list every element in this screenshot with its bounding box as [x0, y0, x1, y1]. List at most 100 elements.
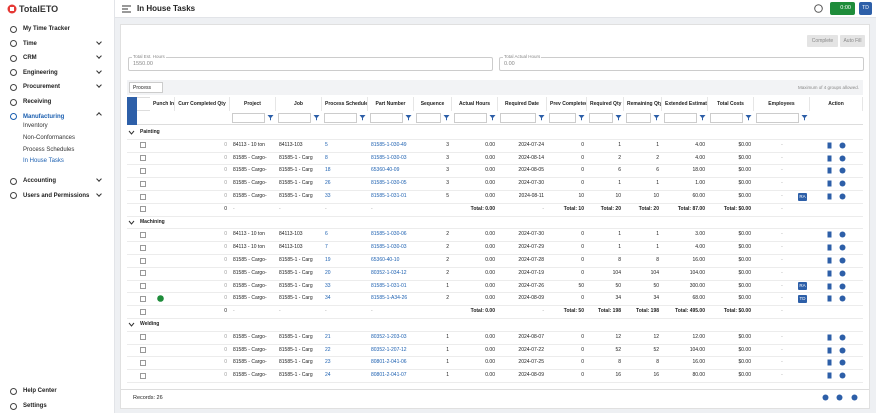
filter-input[interactable] — [664, 113, 697, 123]
doc-icon[interactable] — [826, 193, 833, 200]
info-icon[interactable] — [839, 257, 846, 264]
link[interactable]: 81585-1-030-49 — [371, 141, 407, 148]
nav-item[interactable]: Engineering — [10, 67, 105, 79]
nav-item[interactable]: Time — [10, 38, 105, 50]
column-header[interactable]: Actual Hours — [452, 97, 498, 111]
employee-badge[interactable]: RA — [798, 282, 807, 291]
doc-icon[interactable] — [826, 155, 833, 162]
row-checkbox[interactable] — [140, 283, 146, 290]
filter-icon[interactable] — [615, 114, 622, 121]
info-icon[interactable] — [822, 394, 829, 401]
row-checkbox[interactable] — [140, 295, 146, 302]
link[interactable]: 81585-1-031-01 — [371, 193, 407, 199]
row-checkbox[interactable] — [140, 155, 146, 162]
link[interactable]: 23 — [325, 359, 331, 366]
column-header[interactable]: Sequence — [414, 97, 452, 111]
doc-icon[interactable] — [826, 347, 833, 354]
link[interactable]: 80801-2-041-06 — [371, 359, 407, 366]
link[interactable]: 80352-1-207-12 — [371, 346, 407, 353]
info-icon[interactable] — [836, 394, 843, 401]
row-checkbox[interactable] — [140, 372, 146, 379]
group-label[interactable]: Machining — [140, 218, 165, 225]
filter-input[interactable] — [500, 113, 536, 123]
info-icon[interactable] — [839, 334, 846, 341]
nav-item[interactable]: Help Center — [10, 385, 105, 397]
row-checkbox[interactable] — [140, 231, 146, 238]
column-header[interactable]: Required Qty — [587, 97, 624, 111]
row-checkbox[interactable] — [140, 308, 146, 315]
filter-input[interactable] — [454, 113, 487, 123]
nav-item[interactable]: Procurement — [10, 81, 105, 93]
link[interactable]: 8 — [325, 154, 328, 161]
column-header[interactable]: Punch In — [150, 97, 175, 111]
button[interactable]: Auto Fill — [840, 35, 865, 47]
filter-input[interactable] — [589, 113, 613, 123]
link[interactable]: 81585-1-031-01 — [371, 282, 407, 289]
column-header[interactable]: Project — [230, 97, 276, 111]
link[interactable]: 33 — [325, 193, 331, 199]
link[interactable]: 80352-1-034-12 — [371, 269, 407, 276]
doc-icon[interactable] — [826, 334, 833, 341]
link[interactable]: 80352-1-203-03 — [371, 333, 407, 340]
doc-icon[interactable] — [826, 231, 833, 238]
nav-item[interactable]: Manufacturing — [10, 111, 105, 123]
info-icon[interactable] — [839, 231, 846, 238]
filter-input[interactable] — [549, 113, 576, 123]
text-field[interactable]: 0.00 — [499, 57, 864, 71]
filter-input[interactable] — [324, 113, 357, 123]
nav-item[interactable]: Accounting — [10, 175, 105, 187]
filter-input[interactable] — [232, 113, 265, 123]
link[interactable]: 65360-40-09 — [371, 167, 400, 174]
column-header[interactable]: Employees — [754, 97, 810, 111]
link[interactable]: 22 — [325, 346, 331, 353]
filter-icon[interactable] — [578, 114, 585, 121]
doc-icon[interactable] — [826, 257, 833, 264]
link[interactable]: 20 — [325, 269, 331, 276]
filter-input[interactable] — [756, 113, 799, 123]
link[interactable]: 5 — [325, 141, 328, 148]
info-icon[interactable] — [839, 142, 846, 149]
menu-icon[interactable] — [122, 5, 131, 13]
column-header[interactable]: Remaining Qty — [624, 97, 662, 111]
row-checkbox[interactable] — [140, 270, 146, 277]
info-icon[interactable] — [851, 394, 858, 401]
filter-icon[interactable] — [538, 114, 545, 121]
filter-input[interactable] — [416, 113, 441, 123]
info-icon[interactable] — [839, 167, 846, 174]
nav-item[interactable]: CRM — [10, 52, 105, 64]
info-icon[interactable] — [839, 295, 846, 302]
nav-item[interactable]: Settings — [10, 400, 105, 412]
doc-icon[interactable] — [826, 244, 833, 251]
filter-input[interactable] — [710, 113, 743, 123]
group-chip[interactable]: Process — [129, 82, 164, 93]
link[interactable]: 34 — [325, 295, 331, 302]
filter-icon[interactable] — [267, 114, 274, 121]
link[interactable]: 81585-1-030-03 — [371, 154, 407, 161]
info-icon[interactable] — [839, 244, 846, 251]
link[interactable]: 81585-1-030-03 — [371, 244, 407, 251]
info-icon[interactable] — [839, 180, 846, 187]
filter-icon[interactable] — [801, 114, 808, 121]
link[interactable]: 6 — [325, 231, 328, 238]
timer[interactable]: 0:00 — [830, 2, 855, 15]
doc-icon[interactable] — [826, 372, 833, 379]
nav-sub-item[interactable]: Process Schedules — [23, 146, 75, 153]
column-header[interactable]: Required Date — [498, 97, 547, 111]
info-icon[interactable] — [839, 372, 846, 379]
column-header[interactable]: Action — [810, 97, 863, 111]
filter-icon[interactable] — [745, 114, 752, 121]
column-header[interactable]: Part Number — [368, 97, 414, 111]
info-icon[interactable] — [839, 283, 846, 290]
doc-icon[interactable] — [826, 283, 833, 290]
info-icon[interactable] — [839, 347, 846, 354]
link[interactable]: 81585-1-030-06 — [371, 231, 407, 238]
info-icon[interactable] — [839, 359, 846, 366]
row-checkbox[interactable] — [140, 359, 146, 366]
nav-item[interactable]: Receiving — [10, 96, 105, 108]
punch-icon[interactable] — [157, 295, 164, 303]
nav-sub-item[interactable]: Non-Conformances — [23, 134, 76, 141]
doc-icon[interactable] — [826, 167, 833, 174]
doc-icon[interactable] — [826, 180, 833, 187]
nav-sub-item[interactable]: Inventory — [23, 123, 48, 130]
collapse-icon[interactable] — [128, 219, 135, 226]
